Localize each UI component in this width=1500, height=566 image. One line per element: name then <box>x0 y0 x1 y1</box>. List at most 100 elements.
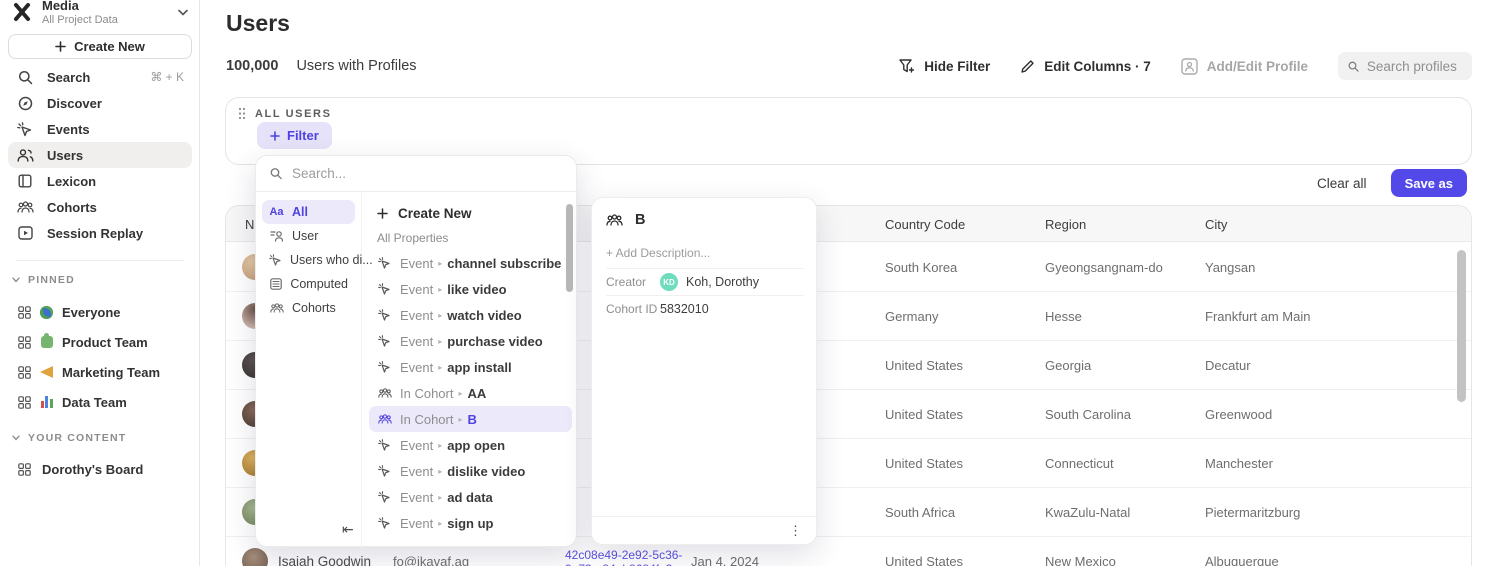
sidebar-divider <box>16 260 184 261</box>
board-icon <box>16 335 32 349</box>
your-content-section-header[interactable]: YOUR CONTENT <box>12 432 126 444</box>
table-row[interactable]: Isaiah Goodwin fo@ikavaf.ag 42c08e49-2e9… <box>226 537 1471 566</box>
event-icon <box>377 465 392 477</box>
users-icon <box>16 148 34 162</box>
add-edit-profile-button[interactable]: Add/Edit Profile <box>1181 57 1308 75</box>
cohorts-icon <box>269 303 284 313</box>
puzzle-icon <box>39 333 54 348</box>
dropdown-scrollbar[interactable] <box>566 204 573 292</box>
user-name: Isaiah Goodwin <box>278 554 372 566</box>
create-new-button[interactable]: Create New <box>8 34 192 59</box>
edit-columns-button[interactable]: Edit Columns · 7 <box>1020 59 1151 74</box>
chevron-separator-icon <box>438 441 442 450</box>
table-scrollbar[interactable] <box>1457 250 1466 402</box>
workspace-name: Media <box>42 0 79 13</box>
profile-card-icon <box>1181 57 1198 75</box>
sidebar-item-events[interactable]: Events <box>8 116 192 142</box>
creator-name: Koh, Dorothy <box>686 275 759 289</box>
property-item-ad-data[interactable]: Eventad data <box>369 484 572 510</box>
sidebar-item-session-replay[interactable]: Session Replay <box>8 220 192 246</box>
sidebar: Media All Project Data Create New Search… <box>0 0 200 566</box>
event-icon <box>377 309 392 321</box>
property-item-like-video[interactable]: Eventlike video <box>369 276 572 302</box>
collapse-panel-icon[interactable]: ⇤ <box>342 521 354 537</box>
tab-users-who-did[interactable]: Users who di... <box>262 248 373 272</box>
property-item-cohort-aa[interactable]: In CohortAA <box>369 380 572 406</box>
compass-icon <box>16 96 34 111</box>
column-header-city[interactable]: City <box>1205 216 1228 232</box>
tab-computed[interactable]: Computed <box>262 272 355 296</box>
drag-handle-icon[interactable] <box>238 107 246 120</box>
property-item-watch-video[interactable]: Eventwatch video <box>369 302 572 328</box>
sidebar-item-marketing-team[interactable]: Marketing Team <box>8 358 192 386</box>
sidebar-item-cohorts[interactable]: Cohorts <box>8 194 192 220</box>
clear-all-button[interactable]: Clear all <box>1317 175 1367 191</box>
creator-avatar: KD <box>660 273 678 291</box>
column-header-region[interactable]: Region <box>1045 216 1087 232</box>
sidebar-item-data-team[interactable]: Data Team <box>8 388 192 416</box>
text-aa-icon: Aa <box>269 206 284 218</box>
event-icon <box>269 254 282 266</box>
search-icon <box>16 70 34 85</box>
dropdown-search-input[interactable] <box>292 166 562 181</box>
workspace-switcher[interactable]: Media All Project Data <box>8 0 194 30</box>
chevron-separator-icon <box>438 363 442 372</box>
tab-cohorts[interactable]: Cohorts <box>262 296 355 320</box>
property-item-app-open[interactable]: Eventapp open <box>369 432 572 458</box>
sidebar-item-dorothys-board[interactable]: Dorothy's Board <box>8 455 192 483</box>
cohort-id-value: 5832010 <box>660 302 709 316</box>
user-last-seen: Jan 4, 2024 <box>691 554 759 566</box>
search-icon <box>1348 61 1359 72</box>
search-profiles-box[interactable] <box>1338 52 1472 80</box>
tab-user[interactable]: User <box>262 224 355 248</box>
dropdown-search-box[interactable] <box>256 156 576 192</box>
sidebar-item-discover[interactable]: Discover <box>8 90 192 116</box>
plus-icon <box>270 130 280 141</box>
count-label: Users with Profiles <box>296 58 417 74</box>
chevron-down-icon <box>12 277 20 283</box>
cohorts-icon <box>606 214 623 226</box>
table-row[interactable]: Germany Hesse Frankfurt am Main <box>226 292 1471 341</box>
count-value: 100,000 <box>226 58 279 74</box>
cohorts-icon <box>377 414 392 424</box>
chevron-down-icon <box>178 9 188 16</box>
chevron-separator-icon <box>438 259 442 268</box>
property-item-sign-up[interactable]: Eventsign up <box>369 510 572 536</box>
filter-group-title: ALL USERS <box>255 107 332 120</box>
tab-all[interactable]: Aa All <box>262 200 355 224</box>
event-icon <box>377 439 392 451</box>
user-distinct-id-link[interactable]: 42c08e49-2e92-5c36- 9a73-a84eb8684fa3 <box>565 547 683 566</box>
chevron-separator-icon <box>438 337 442 346</box>
add-description-button[interactable]: + Add Description... <box>606 246 711 260</box>
filter-actions: Clear all Save as <box>1317 169 1467 197</box>
hide-filter-button[interactable]: Hide Filter <box>899 59 990 74</box>
sidebar-item-search[interactable]: Search ⌘ + K <box>8 64 192 90</box>
search-profiles-input[interactable] <box>1366 58 1462 74</box>
sidebar-item-everyone[interactable]: Everyone <box>8 298 192 326</box>
main-content: Users Hide Filter Edit Columns · 7 Add/E… <box>200 0 1500 566</box>
sidebar-item-lexicon[interactable]: Lexicon <box>8 168 192 194</box>
add-filter-button[interactable]: Filter <box>257 122 332 149</box>
table-row[interactable]: United States Georgia Decatur <box>226 341 1471 390</box>
property-item-dislike-video[interactable]: Eventdislike video <box>369 458 572 484</box>
chevron-down-icon <box>12 435 20 441</box>
table-row[interactable]: United States Connecticut Manchester <box>226 439 1471 488</box>
chevron-separator-icon <box>438 519 442 528</box>
page-title: Users <box>226 10 290 36</box>
workspace-subtitle: All Project Data <box>42 14 118 26</box>
property-item-cohort-b[interactable]: In CohortB <box>369 406 572 432</box>
more-options-icon[interactable]: ⋮ <box>789 522 802 538</box>
dropdown-create-new-button[interactable]: Create New <box>363 200 578 226</box>
event-icon <box>377 517 392 529</box>
column-header-country-code[interactable]: Country Code <box>885 216 966 232</box>
sidebar-nav: Search ⌘ + K Discover Events Users <box>8 64 192 246</box>
sidebar-item-users[interactable]: Users <box>8 142 192 168</box>
sidebar-item-product-team[interactable]: Product Team <box>8 328 192 356</box>
save-as-button[interactable]: Save as <box>1390 169 1467 197</box>
session-replay-icon <box>16 226 34 240</box>
property-item-channel-subscribe[interactable]: Eventchannel subscribe <box>369 250 572 276</box>
property-item-app-install[interactable]: Eventapp install <box>369 354 572 380</box>
chevron-separator-icon <box>438 493 442 502</box>
pinned-section-header[interactable]: PINNED <box>12 274 75 286</box>
property-item-purchase-video[interactable]: Eventpurchase video <box>369 328 572 354</box>
